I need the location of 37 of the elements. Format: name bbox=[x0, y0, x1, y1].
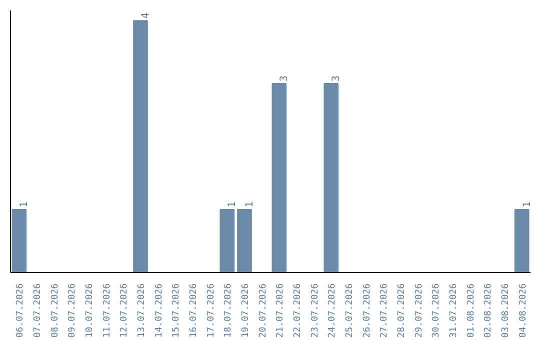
x-tick-label: 18.07.2026 bbox=[224, 283, 234, 338]
x-tick-label: 07.07.2026 bbox=[33, 283, 43, 338]
x-tick-label: 09.07.2026 bbox=[68, 283, 78, 338]
x-tick-label: 16.07.2026 bbox=[189, 283, 199, 338]
x-tick-label: 02.08.2026 bbox=[484, 283, 494, 338]
data-label: 3 bbox=[279, 76, 290, 82]
x-tick-label: 19.07.2026 bbox=[241, 283, 251, 338]
x-tick-label: 04.08.2026 bbox=[518, 283, 528, 338]
x-tick-label: 08.07.2026 bbox=[50, 283, 60, 338]
x-tick-label: 23.07.2026 bbox=[310, 283, 320, 338]
x-tick-label: 15.07.2026 bbox=[172, 283, 182, 338]
x-tick-label: 14.07.2026 bbox=[154, 283, 164, 338]
x-tick-label: 26.07.2026 bbox=[362, 283, 372, 338]
x-tick-label: 20.07.2026 bbox=[258, 283, 268, 338]
x-tick-label: 03.08.2026 bbox=[501, 283, 511, 338]
data-label: 1 bbox=[19, 201, 30, 208]
x-tick-label: 22.07.2026 bbox=[293, 283, 303, 338]
x-tick-label: 29.07.2026 bbox=[414, 283, 424, 338]
x-tick-label: 24.07.2026 bbox=[328, 283, 338, 338]
data-label: 3 bbox=[331, 76, 342, 82]
x-tick-label: 28.07.2026 bbox=[397, 283, 407, 338]
data-label: 1 bbox=[522, 201, 533, 208]
x-tick-label: 11.07.2026 bbox=[102, 283, 112, 338]
x-tick-label: 10.07.2026 bbox=[85, 283, 95, 338]
x-tick-label: 13.07.2026 bbox=[137, 283, 147, 338]
data-label: 4 bbox=[140, 12, 152, 19]
data-label: 1 bbox=[244, 201, 256, 208]
x-tick-label: 01.08.2026 bbox=[466, 283, 476, 338]
x-tick-label: 30.07.2026 bbox=[432, 283, 442, 338]
x-tick-label: 17.07.2026 bbox=[206, 283, 216, 338]
x-tick-label: 06.07.2026 bbox=[16, 283, 26, 338]
x-tick-label: 27.07.2026 bbox=[380, 283, 390, 338]
x-tick-label: 31.07.2026 bbox=[449, 283, 459, 338]
x-tick-label: 25.07.2026 bbox=[345, 283, 355, 338]
x-tick-label: 21.07.2026 bbox=[276, 283, 286, 338]
data-label: 1 bbox=[227, 201, 238, 208]
x-tick-label: 12.07.2026 bbox=[120, 283, 130, 338]
